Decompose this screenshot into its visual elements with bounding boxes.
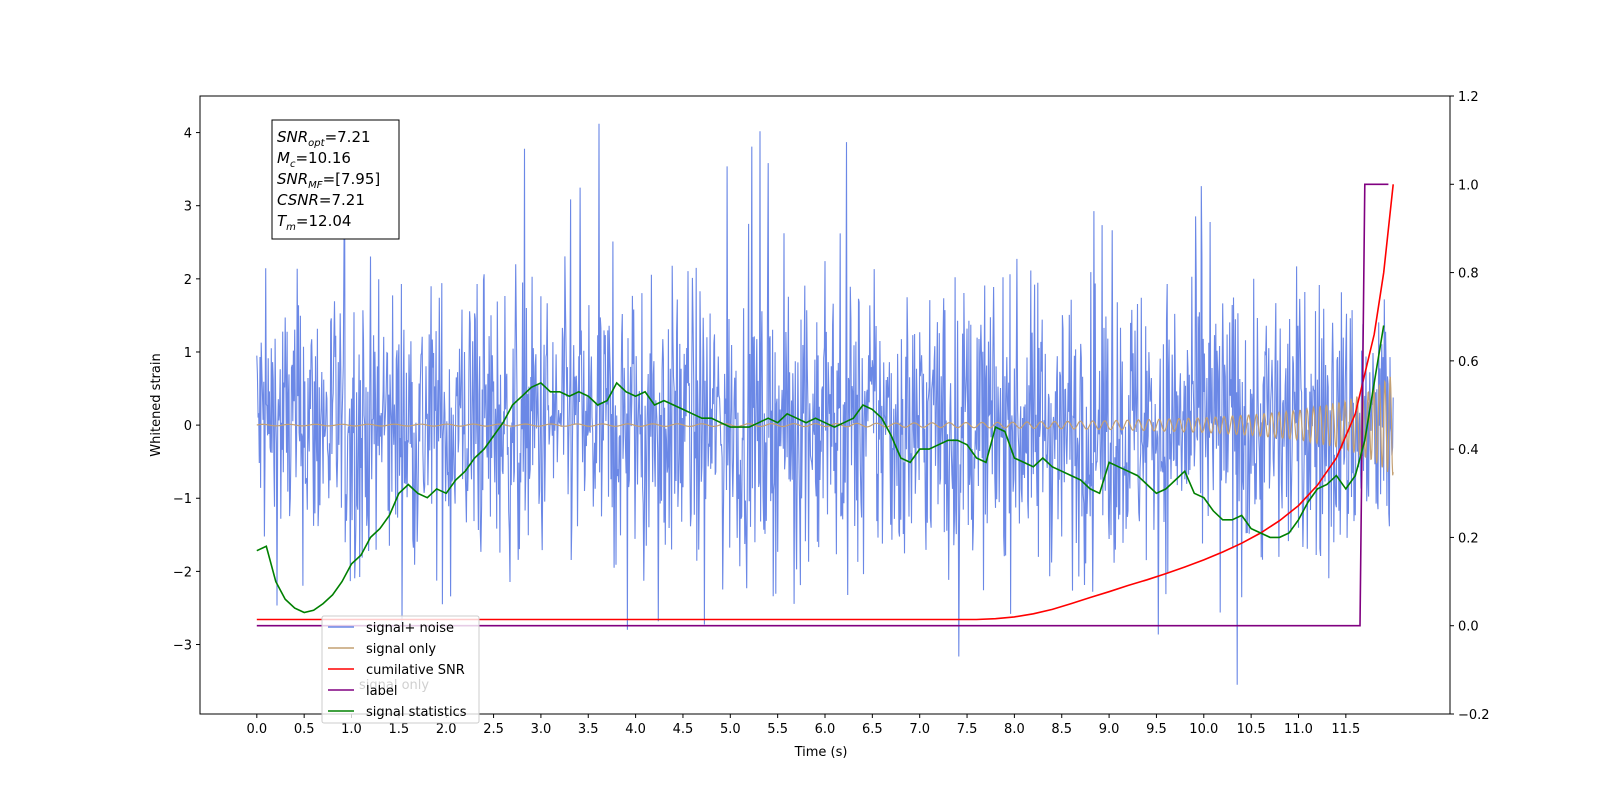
y-axis-title: Whitened strain <box>149 353 164 456</box>
legend-label: signal+ noise <box>366 621 454 636</box>
x-tick-label: 9.5 <box>1146 722 1167 737</box>
x-axis: 0.0 0.5 1.0 1.5 2.0 2.5 3.0 3.5 4.0 4.5 5.0 5.5 6.0 6… <box>246 714 1360 737</box>
annotation-frame <box>271 119 400 240</box>
x-tick-label: 4.5 <box>673 722 694 737</box>
y-tick-label: 4 <box>184 127 192 142</box>
x-tick-label: 7.0 <box>909 722 930 737</box>
y2-tick-label: −0.2 <box>1458 708 1490 723</box>
x-tick-label: 10.5 <box>1237 722 1266 737</box>
annotation-line: SNRMF=[7.95] <box>277 170 380 191</box>
signal-statistics-line <box>256 325 1385 614</box>
legend-frame <box>321 615 480 724</box>
x-axis-title: Time (s) <box>794 745 848 760</box>
y2-tick-label: 0.8 <box>1458 267 1479 282</box>
y-tick-label: −2 <box>173 565 192 580</box>
annotation-line: CSNR=7.21 <box>277 191 365 209</box>
y2-tick-label: 0.4 <box>1458 443 1479 458</box>
y2-tick-label: 0.2 <box>1458 531 1479 546</box>
x-tick-label: 5.0 <box>720 722 741 737</box>
x-tick-label: 11.5 <box>1331 722 1360 737</box>
signal-only-series <box>256 376 1394 476</box>
y2-tick-label: 0.6 <box>1458 355 1479 370</box>
x-tick-label: 6.0 <box>815 722 836 737</box>
legend-ghost-text: signal only <box>359 678 429 693</box>
x-tick-label: 9.0 <box>1099 722 1120 737</box>
legend-label: signal only <box>366 642 436 657</box>
annotation-box: SNRopt=7.21Mc=10.16SNRMF=[7.95]CSNR=7.21… <box>271 119 400 240</box>
y-tick-label: 0 <box>184 419 192 434</box>
y-tick-label: −3 <box>173 639 192 654</box>
label-line <box>256 183 1389 627</box>
x-tick-label: 10.0 <box>1189 722 1218 737</box>
x-tick-label: 8.0 <box>1004 722 1025 737</box>
legend-label: cumilative SNR <box>366 663 465 678</box>
y2-tick-label: 1.2 <box>1458 90 1479 105</box>
y-tick-label: 3 <box>184 200 192 215</box>
legend-label: label <box>366 684 397 699</box>
y-tick-label: 1 <box>184 346 192 361</box>
x-tick-label: 4.0 <box>625 722 646 737</box>
x-tick-label: 1.0 <box>341 722 362 737</box>
x-tick-label: 11.0 <box>1284 722 1313 737</box>
x-tick-label: 7.5 <box>957 722 978 737</box>
x-tick-label: 6.5 <box>862 722 883 737</box>
y2-tick-label: 1.0 <box>1458 178 1479 193</box>
x-tick-label: 5.5 <box>767 722 788 737</box>
x-tick-label: 2.0 <box>436 722 457 737</box>
x-tick-label: 2.5 <box>483 722 504 737</box>
legend-label: signal statistics <box>366 705 467 720</box>
signal-noise-series <box>256 123 1394 685</box>
y2-tick-label: 0.0 <box>1458 620 1479 635</box>
y-axis-right: −0.2 0.0 0.2 0.4 0.6 0.8 1.0 1.2 <box>1450 90 1490 723</box>
annotation-line: SNRopt=7.21 <box>277 128 371 149</box>
annotation-line: Tm=12.04 <box>277 212 351 233</box>
x-tick-label: 3.0 <box>531 722 552 737</box>
annotation-line: Mc=10.16 <box>277 149 351 170</box>
y-tick-label: 2 <box>184 273 192 288</box>
signal-only-line <box>256 376 1394 476</box>
cumilative-snr-line <box>256 184 1394 621</box>
signal-noise-line <box>256 123 1394 685</box>
right-axis-series <box>256 183 1394 627</box>
y-tick-label: −1 <box>173 492 192 507</box>
x-tick-label: 8.5 <box>1051 722 1072 737</box>
y-axis-left: −3 −2 −1 0 1 2 3 4 <box>173 127 200 654</box>
x-tick-label: 1.5 <box>389 722 410 737</box>
x-tick-label: 3.5 <box>578 722 599 737</box>
x-tick-label: 0.5 <box>294 722 315 737</box>
x-tick-label: 0.0 <box>246 722 267 737</box>
